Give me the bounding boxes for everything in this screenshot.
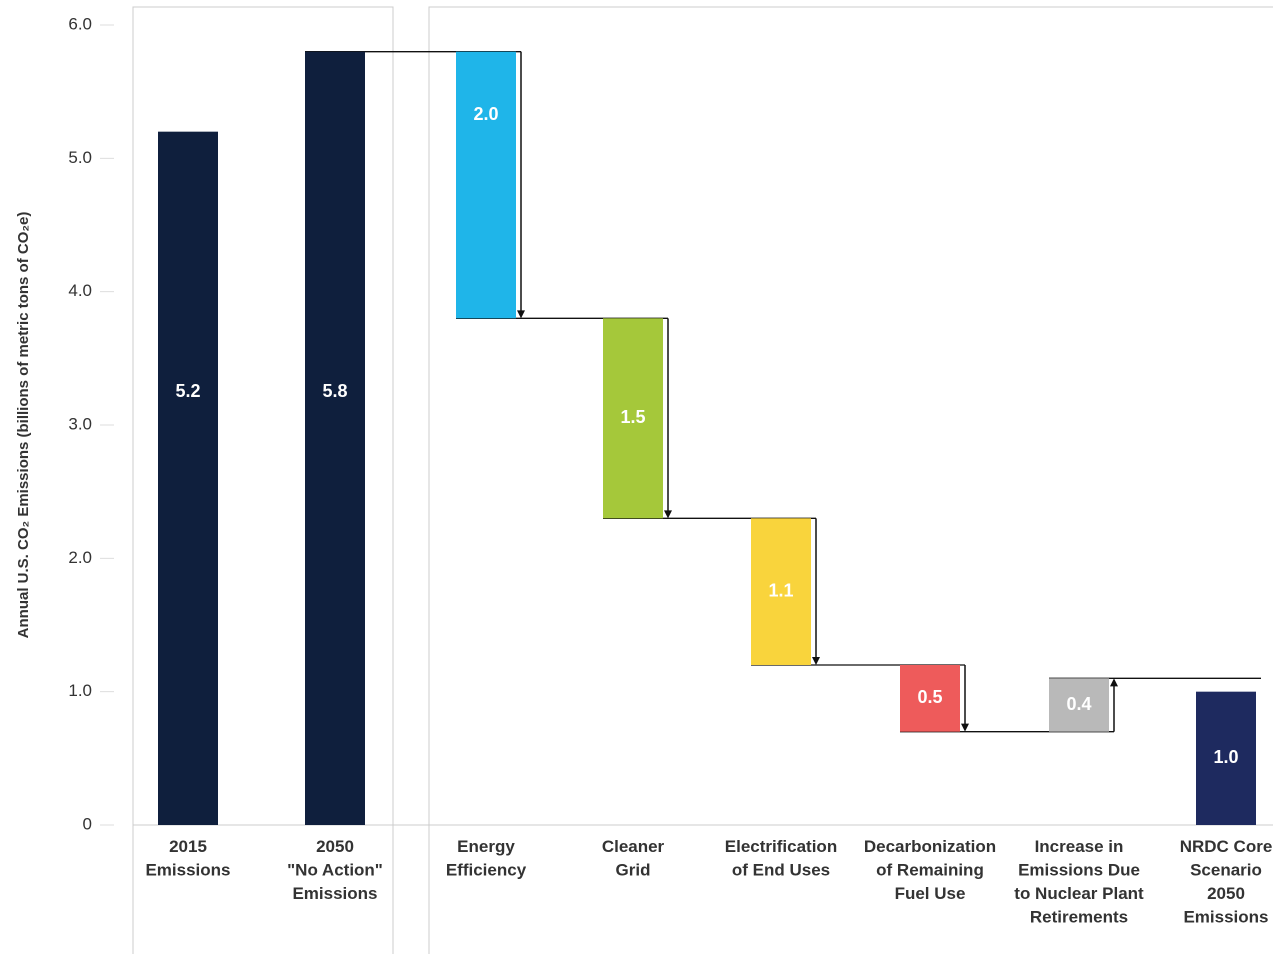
x-tick-label-line: Fuel Use bbox=[895, 884, 966, 903]
arrow-head bbox=[961, 723, 969, 732]
arrow-head bbox=[812, 657, 820, 665]
x-tick-label-line: 2015 bbox=[169, 837, 207, 856]
x-tick-label-line: Increase in bbox=[1035, 837, 1124, 856]
y-tick-label: 2.0 bbox=[68, 548, 92, 567]
x-tick-label-line: "No Action" bbox=[287, 861, 383, 880]
x-tick-label-line: Grid bbox=[616, 861, 651, 880]
x-tick-label-line: Retirements bbox=[1030, 908, 1128, 927]
value-label: 0.4 bbox=[1066, 694, 1091, 714]
x-tick-label-line: of End Uses bbox=[732, 861, 830, 880]
y-tick-label: 4.0 bbox=[68, 281, 92, 300]
arrow-head bbox=[664, 510, 672, 519]
x-tick-label-line: Emissions bbox=[1183, 908, 1268, 927]
y-tick-label: 0 bbox=[83, 814, 92, 833]
x-tick-label: Decarbonization of Remaining Fuel Use bbox=[864, 837, 996, 903]
bar bbox=[751, 518, 811, 665]
value-label: 2.0 bbox=[473, 104, 498, 124]
panel-right bbox=[428, 6, 1273, 954]
value-label: 5.2 bbox=[175, 381, 200, 401]
x-tick-label-line: to Nuclear Plant bbox=[1014, 884, 1144, 903]
x-tick-label-line: Electrification bbox=[725, 837, 837, 856]
x-tick-label: Cleaner Grid bbox=[602, 837, 665, 880]
bar bbox=[456, 51, 516, 319]
x-tick-label: Electrification of End Uses bbox=[725, 837, 837, 880]
x-tick-label-line: Emissions bbox=[292, 884, 377, 903]
value-label: 5.8 bbox=[322, 381, 347, 401]
value-label: 1.5 bbox=[620, 407, 645, 427]
x-tick-label-line: 2050 bbox=[316, 837, 354, 856]
bar bbox=[1049, 678, 1109, 732]
x-tick-label-line: Scenario bbox=[1190, 861, 1262, 880]
x-tick-label: Energy Efficiency bbox=[446, 837, 527, 880]
x-tick-label-line: Energy bbox=[457, 837, 515, 856]
x-tick-label: Increase in Emissions Due to Nuclear Plant… bbox=[1014, 837, 1144, 927]
y-axis-label: Annual U.S. CO₂ Emissions (billions of m… bbox=[15, 212, 32, 639]
x-tick-label: 2050 "No Action" Emissions bbox=[287, 837, 383, 903]
y-tick-label: 6.0 bbox=[68, 14, 92, 33]
x-tick-label-line: 2050 bbox=[1207, 884, 1245, 903]
x-tick-label-line: Decarbonization bbox=[864, 837, 996, 856]
y-tick-label: 1.0 bbox=[68, 681, 92, 700]
x-tick-label-line: Efficiency bbox=[446, 861, 527, 880]
value-label: 0.5 bbox=[917, 687, 942, 707]
x-tick-label-line: Emissions bbox=[145, 861, 230, 880]
x-tick-label-line: NRDC Core bbox=[1180, 837, 1273, 856]
panel-left bbox=[132, 6, 394, 954]
x-tick-label-line: Emissions Due bbox=[1018, 861, 1140, 880]
bar bbox=[900, 665, 960, 732]
arrow-head bbox=[517, 310, 525, 319]
bar bbox=[1196, 691, 1256, 825]
x-tick-label: 2015 Emissions bbox=[145, 837, 230, 880]
value-label: 1.1 bbox=[768, 580, 793, 600]
arrow-head bbox=[1110, 678, 1118, 687]
bar bbox=[158, 131, 218, 825]
value-label: 1.0 bbox=[1213, 747, 1238, 767]
x-tick-label: NRDC Core Scenario 2050 Emissions bbox=[1180, 837, 1273, 927]
bar bbox=[603, 318, 663, 519]
x-tick-label-line: of Remaining bbox=[876, 861, 984, 880]
y-tick-label: 3.0 bbox=[68, 414, 92, 433]
x-tick-label-line: Cleaner bbox=[602, 837, 665, 856]
y-tick-label: 5.0 bbox=[68, 148, 92, 167]
bar bbox=[305, 51, 365, 825]
